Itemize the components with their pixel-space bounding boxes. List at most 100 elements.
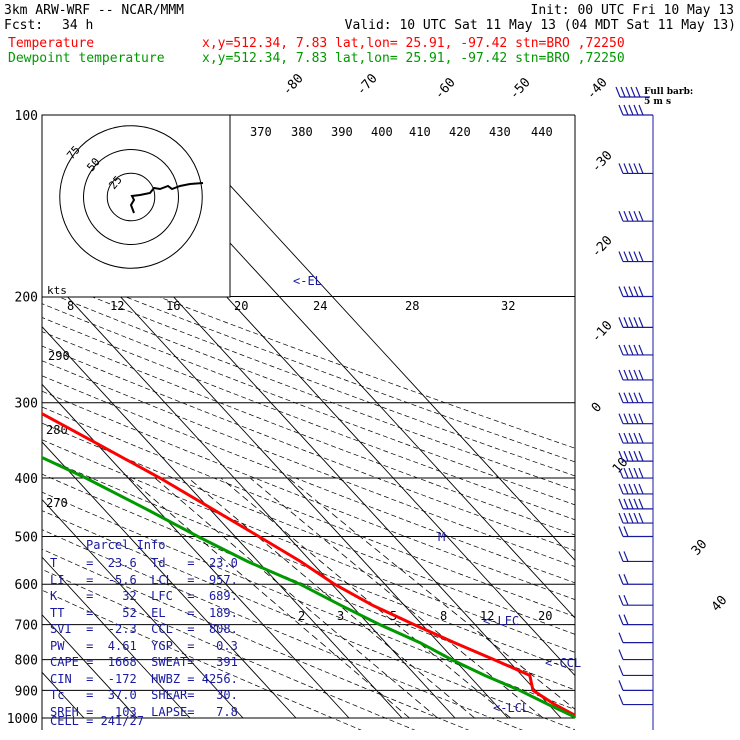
barb-legend: Full barb: 5 m s [615, 86, 693, 107]
forecast-hours: 34 h [62, 18, 94, 33]
wind-barb [618, 665, 653, 677]
theta-e-label: 24 [313, 299, 327, 313]
isotherm-label: -40 [584, 75, 611, 102]
parcel-row: Tc = 37.0 SHEAR= 30. [50, 688, 238, 702]
model-title: 3km ARW-WRF -- NCAR/MMM [4, 3, 185, 18]
wind-barb [618, 526, 653, 538]
barb-legend-line2: 5 m s [644, 97, 671, 107]
valid-time: Valid: 10 UTC Sat 11 May 13 (04 MDT Sat … [344, 18, 736, 33]
theta-label: 410 [409, 125, 431, 139]
hodograph-unit-label: kts [47, 284, 67, 297]
isotherm-line [42, 614, 138, 719]
isotherm-label: -10 [589, 318, 616, 345]
wind-barb [618, 498, 653, 510]
mixing-ratio-line [288, 477, 575, 710]
marker-m: M [438, 530, 445, 544]
theta-label: 280 [46, 423, 68, 437]
dry-adiabat-line [42, 491, 575, 710]
mixing-ratio-label: 8 [440, 609, 447, 623]
pressure-tick-label: 300 [15, 397, 38, 412]
dry-adiabat-line [42, 289, 575, 491]
parcel-row: LI = -5.6 LCL = 957. [50, 572, 238, 587]
dry-adiabat-line [42, 250, 575, 449]
isotherm-label: -30 [589, 148, 616, 175]
marker-lfc: <-LFC [483, 614, 519, 628]
wind-barb [618, 344, 653, 356]
marker-ccl: <-CCL [545, 656, 581, 670]
dry-adiabat-line [42, 529, 523, 730]
isotherm-label: 30 [689, 537, 711, 559]
parcel-row: K = 32 LFC = 689. [50, 589, 238, 603]
dry-adiabat-line [42, 276, 575, 477]
pressure-tick-label: 100 [15, 109, 38, 124]
isotherm-label: 0 [589, 400, 605, 416]
theta-e-label: 8 [67, 299, 74, 313]
theta-label: 370 [250, 125, 272, 139]
wind-barb [618, 483, 653, 495]
wind-barb [618, 286, 653, 298]
theta-label: 440 [531, 125, 553, 139]
pressure-tick-label: 900 [15, 684, 38, 699]
theta-e-label: 12 [110, 299, 124, 313]
wind-barb [618, 694, 653, 706]
mixing-ratio-label: 12 [480, 609, 494, 623]
hodograph-ring [59, 125, 203, 269]
parcel-row: SVI = -2.3 CCL = 808. [50, 622, 238, 636]
dry-adiabat-line [42, 473, 575, 691]
wind-barb [618, 467, 653, 479]
isotherm-label: 40 [709, 593, 731, 615]
isotherm-line [164, 115, 575, 562]
theta-e-label: 32 [501, 299, 515, 313]
pressure-tick-label: 400 [15, 472, 38, 487]
wind-barb [618, 251, 653, 263]
wind-barb [618, 574, 653, 585]
wind-barb [618, 680, 653, 692]
dewpoint-profile [42, 455, 575, 719]
pressure-tick-label: 200 [15, 291, 38, 306]
wind-barb [618, 649, 653, 661]
mixing-ratio-label: 20 [538, 609, 552, 623]
wind-barb [618, 210, 653, 222]
pressure-tick-label: 800 [15, 654, 38, 669]
theta-label: 380 [291, 125, 313, 139]
parcel-cell: CELL = 241/27 [50, 714, 144, 728]
forecast-label: Fcst: [4, 18, 44, 33]
temperature-location: x,y=512.34, 7.83 lat,lon= 25.91, -97.42 … [202, 36, 625, 51]
legend-barb-flag [635, 86, 641, 98]
hodograph-ring [83, 149, 179, 245]
wind-barb [618, 632, 653, 644]
isotherm-line [42, 498, 244, 719]
wind-barb [618, 317, 653, 328]
wind-barb [618, 413, 653, 425]
theta-label: 430 [489, 125, 511, 139]
sounding-profiles [42, 411, 575, 719]
parcel-row: T = 23.6 Td = 23.0 [50, 556, 238, 570]
dewpoint-location: x,y=512.34, 7.83 lat,lon= 25.91, -97.42 … [202, 51, 625, 66]
theta-e-label: 20 [234, 299, 248, 313]
parcel-info-panel: Parcel Info T = 23.6 Td = 23.0 LI = -5.6 … [42, 537, 238, 729]
isotherm-line [42, 383, 350, 719]
wind-barb [618, 551, 653, 563]
theta-label: 290 [48, 349, 70, 363]
isotherm-label: -50 [507, 75, 534, 102]
theta-label: 390 [331, 125, 353, 139]
parcel-row: CAPE = 1668 SWEAT= 391 [50, 655, 238, 669]
barb-legend-line1: Full barb: [644, 87, 693, 97]
wind-barb [618, 104, 653, 116]
dewpoint-legend-label: Dewpoint temperature [8, 51, 165, 66]
theta-e-label: 28 [405, 299, 419, 313]
legend-barb-flag [615, 86, 621, 98]
parcel-info-title: Parcel Info [86, 538, 166, 552]
legend-barb-flag [630, 86, 636, 98]
isotherm-label: -20 [589, 233, 616, 260]
hodograph-ring [106, 172, 156, 222]
wind-barb [618, 369, 653, 381]
hodograph-trace [129, 182, 204, 214]
wind-barbs [618, 104, 653, 706]
theta-label: 270 [46, 496, 68, 510]
parcel-row: TT = 52 EL = 189. [50, 605, 238, 620]
pressure-tick-label: 600 [15, 578, 38, 593]
init-time: Init: 00 UTC Fri 10 May 13 [530, 3, 735, 18]
level-markers: <-EL <-LFC <-CCL <-LCL M [293, 274, 581, 715]
